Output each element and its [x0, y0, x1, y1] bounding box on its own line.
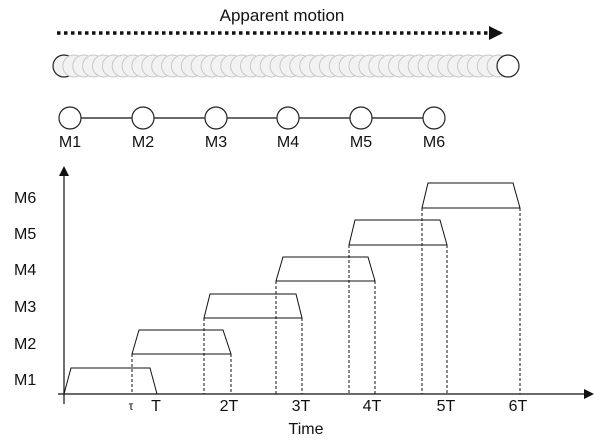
x-tick-4T: 4T [363, 398, 382, 415]
diagram-title: Apparent motion [220, 6, 345, 25]
y-label-m2: M2 [14, 336, 36, 353]
x-tick-6T: 6T [509, 398, 528, 415]
pulse-m3 [203, 293, 303, 319]
x-tick-T: T [151, 398, 161, 415]
y-label-m5: M5 [14, 226, 36, 243]
x-tick-5T: 5T [437, 398, 456, 415]
pulse-m1 [63, 367, 158, 395]
motor-node-m3 [204, 106, 228, 130]
pulse-m4 [275, 256, 376, 282]
y-label-m6: M6 [14, 190, 36, 207]
motor-chain: M1 M2 M3 M4 M5 M6 [58, 106, 446, 151]
motor-label-m5: M5 [350, 134, 372, 151]
x-tick-2T: 2T [220, 398, 239, 415]
motor-label-m1: M1 [59, 134, 81, 151]
motor-label-m2: M2 [132, 134, 154, 151]
pulse-m5 [348, 219, 448, 246]
motor-node-m1 [58, 106, 82, 130]
apparent-motion-circles [52, 54, 520, 78]
x-axis-label: Time [289, 421, 324, 438]
pulse-m6 [421, 182, 521, 209]
dashed-guides [131, 208, 521, 394]
motor-node-m5 [349, 106, 373, 130]
x-tick-tau: τ [129, 399, 134, 413]
y-label-m3: M3 [14, 299, 36, 316]
motor-node-m6 [422, 106, 446, 130]
y-label-m4: M4 [14, 262, 36, 279]
motion-circle [496, 54, 520, 78]
timing-chart: M1 M2 M3 M4 M5 M6 τ T [14, 166, 594, 438]
motor-label-m6: M6 [423, 134, 445, 151]
pulse-group [63, 182, 521, 395]
motor-label-m3: M3 [205, 134, 227, 151]
motor-label-m4: M4 [277, 134, 299, 151]
motor-node-m2 [131, 106, 155, 130]
motor-node-m4 [276, 106, 300, 130]
y-label-m1: M1 [14, 372, 36, 389]
x-tick-3T: 3T [292, 398, 311, 415]
pulse-m2 [131, 329, 232, 355]
